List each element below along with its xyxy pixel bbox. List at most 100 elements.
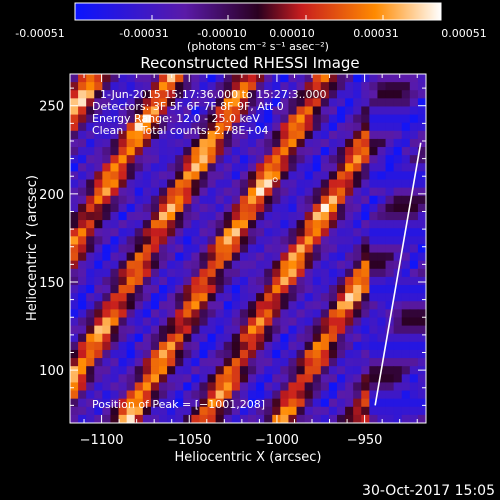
heatmap-cell xyxy=(345,406,354,416)
heatmap-cell xyxy=(223,398,233,408)
heatmap-cell xyxy=(159,244,168,253)
heatmap-cell xyxy=(175,179,184,189)
heatmap-cell xyxy=(345,252,354,262)
heatmap-cell xyxy=(199,285,208,294)
heatmap-cell xyxy=(272,349,281,359)
heatmap-cell xyxy=(183,341,192,351)
heatmap-cell xyxy=(248,187,257,197)
colorbar-tick-label: 0.00010 xyxy=(269,27,315,40)
heatmap-cell xyxy=(110,171,119,180)
heatmap-cell xyxy=(118,406,128,416)
heatmap-cell xyxy=(304,309,314,318)
heatmap-cell xyxy=(296,220,306,229)
heatmap-cell xyxy=(70,155,79,164)
heatmap-cell xyxy=(345,374,354,383)
heatmap-cell xyxy=(337,276,346,286)
heatmap-cell xyxy=(167,366,176,375)
heatmap-cell xyxy=(215,236,225,245)
heatmap-cell xyxy=(377,211,386,221)
heatmap-cell xyxy=(353,155,362,164)
heatmap-cell xyxy=(94,244,103,253)
heatmap-cell xyxy=(401,293,411,302)
heatmap-cell xyxy=(142,203,152,213)
heatmap-cell xyxy=(337,309,346,318)
heatmap-cell xyxy=(191,98,200,107)
heatmap-cell xyxy=(256,220,265,229)
heatmap-cell xyxy=(183,220,192,229)
heatmap-cell xyxy=(369,268,378,278)
heatmap-cell xyxy=(401,341,411,351)
heatmap-cell xyxy=(256,414,265,423)
heatmap-cell xyxy=(78,268,87,278)
heatmap-cell xyxy=(126,155,136,164)
heatmap-cell xyxy=(264,195,273,205)
heatmap-cell xyxy=(248,122,257,132)
heatmap-cell xyxy=(78,211,87,221)
heatmap-cell xyxy=(102,195,111,205)
heatmap-cell xyxy=(296,252,306,262)
heatmap-cell xyxy=(110,122,119,132)
heatmap-cell xyxy=(264,366,273,375)
heatmap-cell xyxy=(175,244,184,253)
heatmap-cell xyxy=(78,138,87,148)
heatmap-cell xyxy=(337,211,346,221)
heatmap-cell xyxy=(320,398,330,408)
heatmap-cell xyxy=(288,98,297,107)
heatmap-cell xyxy=(417,333,426,343)
heatmap-cell xyxy=(312,276,322,286)
heatmap-cell xyxy=(118,390,128,400)
heatmap-cell xyxy=(369,163,378,172)
heatmap-cell xyxy=(328,358,338,367)
heatmap-cell xyxy=(207,195,217,205)
heatmap-cell xyxy=(361,366,370,375)
heatmap-cell xyxy=(409,406,419,416)
heatmap-cell xyxy=(280,366,289,375)
heatmap-cell xyxy=(142,179,152,189)
heatmap-cell xyxy=(393,325,403,335)
heatmap-cell xyxy=(126,276,136,286)
heatmap-cell xyxy=(409,195,419,205)
heatmap-cell xyxy=(102,301,111,310)
heatmap-cell xyxy=(337,268,346,278)
heatmap-cell xyxy=(159,82,168,91)
heatmap-cell xyxy=(78,358,87,367)
heatmap-cell xyxy=(248,211,257,221)
heatmap-cell xyxy=(272,244,281,253)
heatmap-cell xyxy=(142,244,152,253)
heatmap-cell xyxy=(256,358,265,367)
heatmap-cell xyxy=(377,171,386,180)
heatmap-cell xyxy=(280,179,289,189)
heatmap-cell xyxy=(207,74,217,83)
heatmap-cell xyxy=(231,187,241,197)
heatmap-cell xyxy=(256,195,265,205)
heatmap-cell xyxy=(345,293,354,302)
heatmap-cell xyxy=(207,244,217,253)
heatmap-cell xyxy=(191,358,200,367)
heatmap-cell xyxy=(417,98,426,107)
heatmap-cell xyxy=(248,163,257,172)
heatmap-cell xyxy=(207,211,217,221)
heatmap-cell xyxy=(345,317,354,327)
heatmap-cell xyxy=(369,293,378,302)
heatmap-cell xyxy=(207,220,217,229)
heatmap-cell xyxy=(150,236,160,245)
heatmap-cell xyxy=(110,309,119,318)
heatmap-cell xyxy=(118,252,128,262)
heatmap-cell xyxy=(70,106,79,115)
heatmap-cell xyxy=(369,211,378,221)
heatmap-cell xyxy=(312,309,322,318)
heatmap-cell xyxy=(159,138,168,148)
heatmap-cell xyxy=(264,268,273,278)
heatmap-cell xyxy=(191,122,200,132)
heatmap-cell xyxy=(175,382,184,391)
heatmap-cell xyxy=(264,236,273,245)
heatmap-cell xyxy=(377,147,386,156)
heatmap-cell xyxy=(393,163,403,172)
heatmap-cell xyxy=(70,130,79,140)
heatmap-cell xyxy=(385,82,395,91)
heatmap-cell xyxy=(126,349,136,359)
heatmap-cell xyxy=(126,414,136,423)
heatmap-cell xyxy=(417,244,426,253)
heatmap-cell xyxy=(207,260,217,270)
heatmap-cell xyxy=(296,414,306,423)
